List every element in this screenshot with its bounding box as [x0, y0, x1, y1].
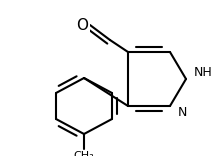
Text: NH: NH [194, 66, 213, 78]
Text: O: O [76, 17, 88, 32]
Text: N: N [178, 105, 187, 119]
Text: CH₃: CH₃ [74, 151, 94, 156]
